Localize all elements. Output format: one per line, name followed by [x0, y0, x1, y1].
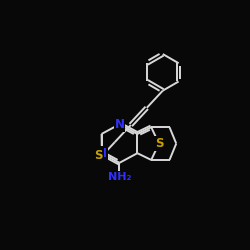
Text: N: N — [114, 118, 124, 131]
Text: S: S — [94, 150, 103, 162]
Text: S: S — [155, 137, 163, 150]
Text: N: N — [96, 147, 106, 160]
Text: NH₂: NH₂ — [108, 172, 131, 182]
